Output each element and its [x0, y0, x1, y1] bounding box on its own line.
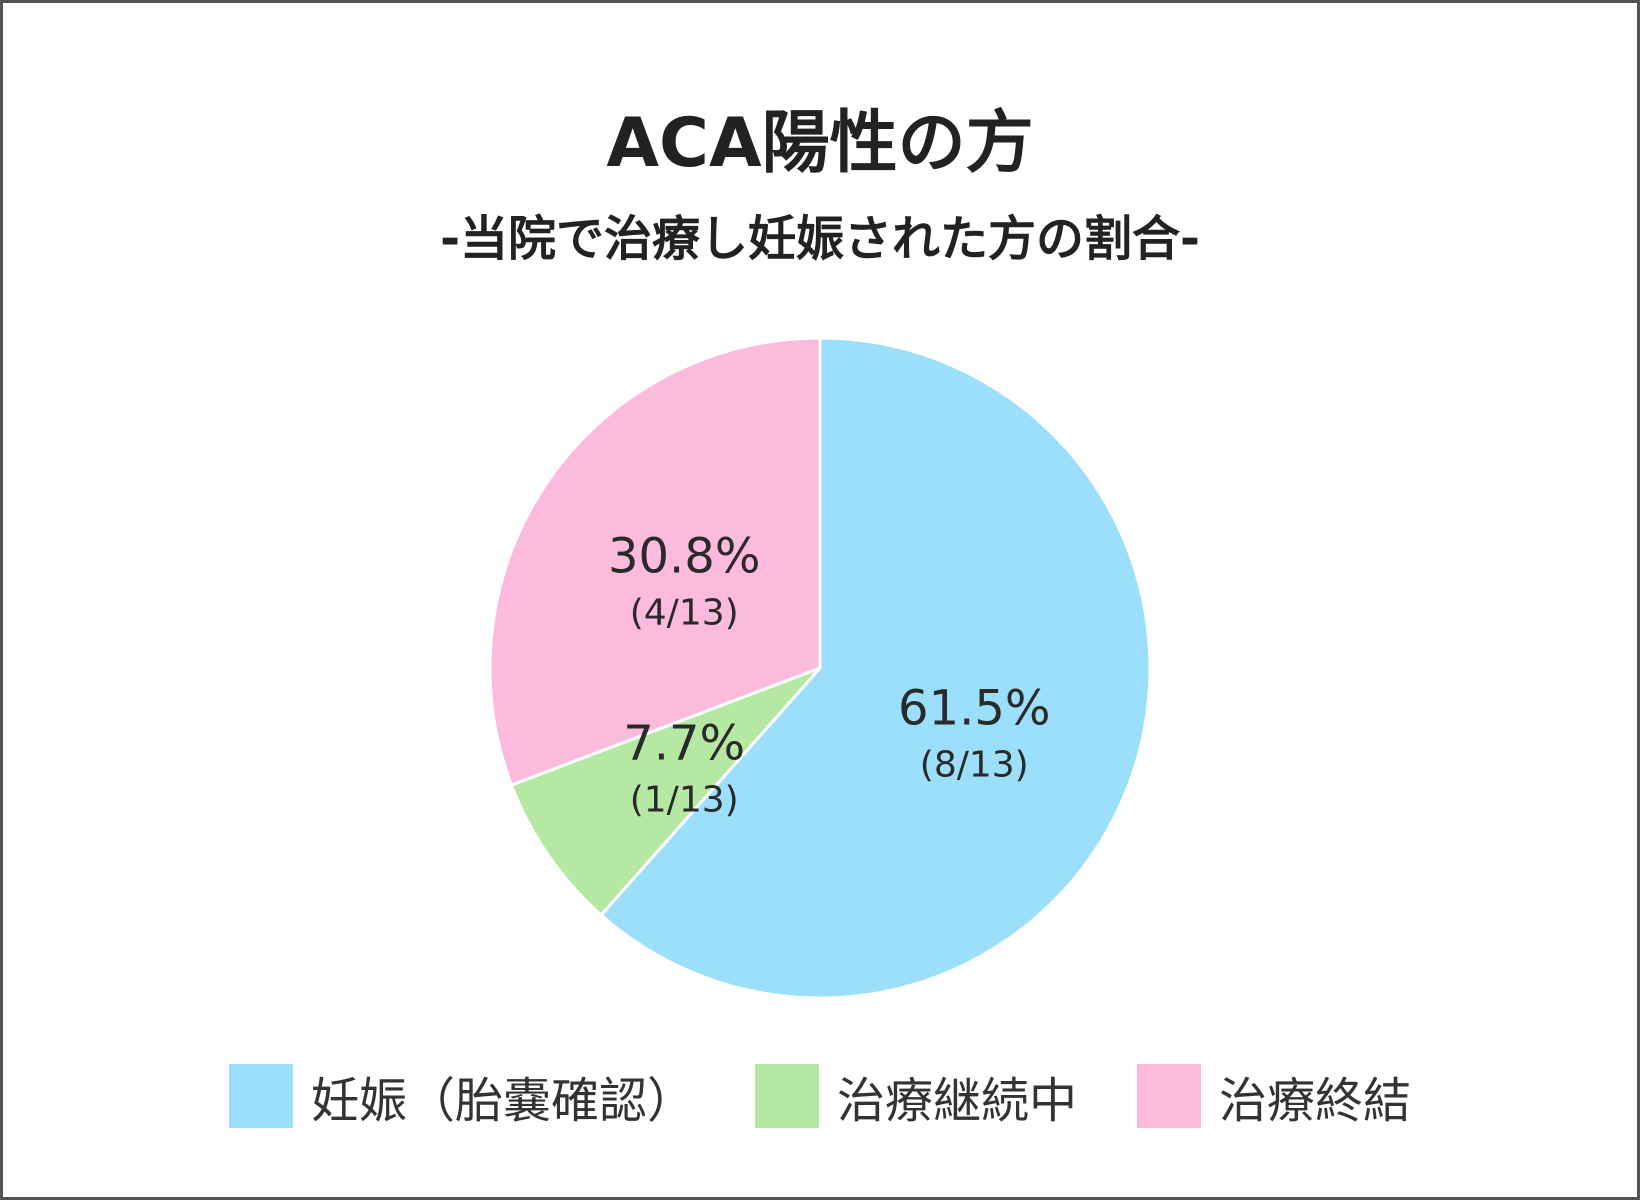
chart-title: ACA陽性の方 [606, 104, 1034, 183]
legend-label-pregnancy: 妊娠（胎嚢確認） [310, 1073, 695, 1129]
chart-subtitle: -当院で治療し妊娠された方の割合- [440, 211, 1200, 267]
slice-count-label-continuing: (1/13) [630, 780, 739, 821]
pie-slice-ended [488, 336, 822, 787]
legend-item-pregnancy: 妊娠（胎嚢確認） [228, 1061, 695, 1131]
legend-swatch-ended [1137, 1064, 1201, 1128]
pie-slice-continuing [509, 666, 822, 918]
legend-item-continuing: 治療継続中 [754, 1061, 1077, 1131]
slice-percent-label-ended: 30.8% [608, 528, 760, 584]
pie-slice-pregnancy [599, 336, 1152, 1000]
chart-legend: 妊娠（胎嚢確認） 治療継続中 治療終結 [3, 1061, 1637, 1131]
slice-count-label-ended: (4/13) [630, 592, 739, 633]
legend-item-ended: 治療終結 [1137, 1061, 1411, 1131]
legend-label-continuing: 治療継続中 [836, 1073, 1077, 1129]
legend-swatch-pregnancy [228, 1064, 293, 1128]
slice-percent-label-pregnancy: 61.5% [898, 681, 1050, 737]
pie-chart: 61.5% (8/13) 7.7% (1/13) 30.8% (4/13) [488, 336, 1152, 1000]
legend-label-ended: 治療終結 [1219, 1073, 1412, 1129]
slice-count-label-pregnancy: (8/13) [920, 745, 1029, 786]
legend-swatch-continuing [754, 1064, 819, 1128]
slice-percent-label-continuing: 7.7% [623, 716, 745, 772]
